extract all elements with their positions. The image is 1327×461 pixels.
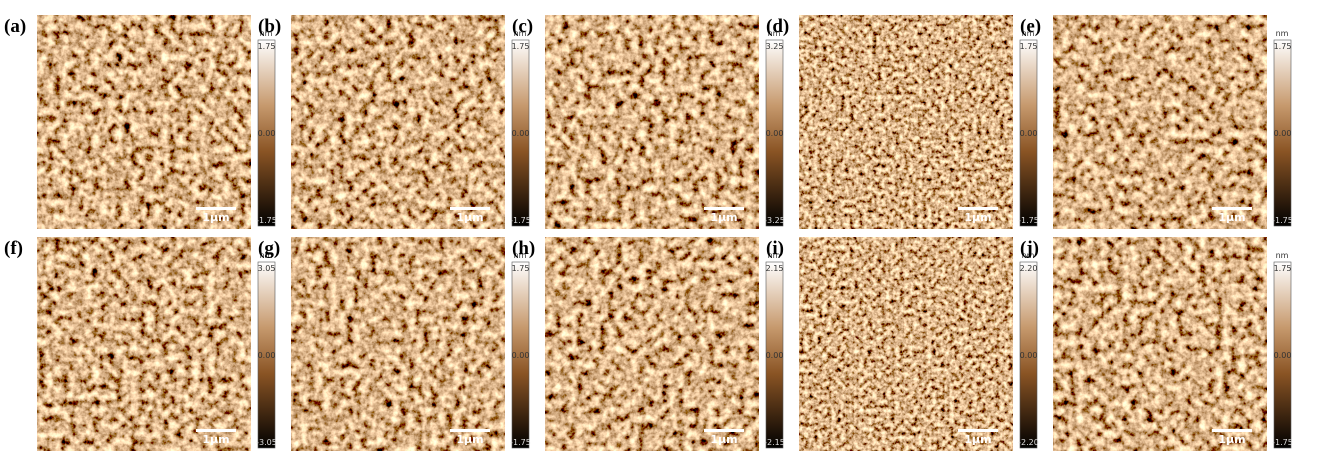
scale-label: 1μm xyxy=(202,433,229,446)
colorbar-min: -1.75 xyxy=(1272,216,1293,225)
afm-image xyxy=(799,237,1013,451)
afm-image xyxy=(37,237,251,451)
scale-label: 1μm xyxy=(456,433,483,446)
scale-bar xyxy=(958,429,998,432)
scale-label: 1μm xyxy=(710,433,737,446)
colorbar-mid: 0.00 xyxy=(258,129,276,138)
panel: (j) 1μm nm 1.75 0.00 -1.75 xyxy=(1020,237,1293,451)
scale-label: 1μm xyxy=(202,211,229,224)
panel-label: (e) xyxy=(1020,16,1041,37)
afm-image xyxy=(1053,237,1267,451)
scale-bar xyxy=(196,207,236,210)
colorbar-max: 1.75 xyxy=(1274,264,1292,273)
colorbar-min: -3.05 xyxy=(256,438,277,447)
afm-image xyxy=(291,15,505,229)
colorbar-max: 1.75 xyxy=(512,42,530,51)
panel-label: (b) xyxy=(258,16,281,37)
colorbar-min: -2.15 xyxy=(764,438,785,447)
colorbar-max: 2.15 xyxy=(766,264,784,273)
afm-image xyxy=(545,15,759,229)
scale-label: 1μm xyxy=(710,211,737,224)
colorbar-mid: 0.00 xyxy=(1274,129,1292,138)
panel-label: (h) xyxy=(512,238,535,259)
colorbar-max: 3.05 xyxy=(258,264,276,273)
scale-label: 1μm xyxy=(1218,433,1245,446)
scale-label: 1μm xyxy=(964,211,991,224)
colorbar-min: -1.75 xyxy=(1272,438,1293,447)
scale-bar xyxy=(704,207,744,210)
panel-label: (f) xyxy=(4,238,23,259)
scale-bar xyxy=(450,207,490,210)
colorbar-mid: 0.00 xyxy=(512,351,530,360)
colorbar-mid: 0.00 xyxy=(1274,351,1292,360)
colorbar-min: -3.25 xyxy=(764,216,785,225)
afm-image xyxy=(37,15,251,229)
colorbar-max: 1.75 xyxy=(1020,42,1038,51)
scale-bar xyxy=(704,429,744,432)
scale-label: 1μm xyxy=(964,433,991,446)
panel-label: (d) xyxy=(766,16,789,37)
scale-label: 1μm xyxy=(456,211,483,224)
figure: (a) 1μm nm 1.75 0.00 -1.75 (b) 1μm nm 1.75 0.00 -1.… xyxy=(0,0,1327,461)
colorbar-min: -1.75 xyxy=(256,216,277,225)
colorbar-mid: 0.00 xyxy=(1020,351,1038,360)
colorbar-max: 1.75 xyxy=(258,42,276,51)
panel-label: (j) xyxy=(1020,238,1039,259)
panel-label: (i) xyxy=(766,238,784,259)
panel: (e) 1μm nm 1.75 0.00 -1.75 xyxy=(1020,15,1293,229)
colorbar-min: -1.75 xyxy=(510,438,531,447)
afm-image xyxy=(291,237,505,451)
colorbar-mid: 0.00 xyxy=(766,129,784,138)
colorbar-mid: 0.00 xyxy=(258,351,276,360)
scale-bar xyxy=(450,429,490,432)
panel-label: (a) xyxy=(4,16,26,37)
colorbar-mid: 0.00 xyxy=(512,129,530,138)
colorbar-max: 3.25 xyxy=(766,42,784,51)
panel-label: (c) xyxy=(512,16,533,37)
colorbar-mid: 0.00 xyxy=(1020,129,1038,138)
colorbar-max: 2.20 xyxy=(1020,264,1038,273)
scale-bar xyxy=(1212,207,1252,210)
colorbar-max: 1.75 xyxy=(1274,42,1292,51)
afm-image xyxy=(799,15,1013,229)
scale-bar xyxy=(196,429,236,432)
scale-bar xyxy=(958,207,998,210)
colorbar-min: -1.75 xyxy=(1018,216,1039,225)
panel-label: (g) xyxy=(258,238,280,259)
afm-image xyxy=(1053,15,1267,229)
colorbar-min: -2.20 xyxy=(1018,438,1039,447)
colorbar-mid: 0.00 xyxy=(766,351,784,360)
colorbar-unit: nm xyxy=(1276,251,1289,260)
colorbar-max: 1.75 xyxy=(512,264,530,273)
afm-image xyxy=(545,237,759,451)
colorbar-min: -1.75 xyxy=(510,216,531,225)
colorbar-unit: nm xyxy=(1276,29,1289,38)
scale-label: 1μm xyxy=(1218,211,1245,224)
scale-bar xyxy=(1212,429,1252,432)
